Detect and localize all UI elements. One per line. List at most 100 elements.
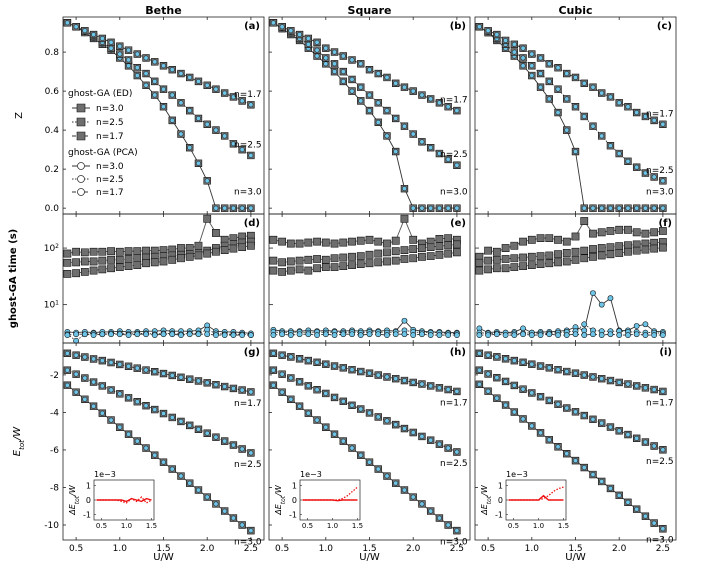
ed-point [168,255,177,264]
ed-point [510,263,519,272]
pca-point [581,205,587,211]
y-tick-label: 0.8 [45,48,60,58]
pca-point [73,371,79,377]
pca-point [573,370,578,376]
ed-point [400,246,409,255]
series-line [479,220,663,258]
pca-point [633,331,640,338]
series-line [67,241,251,264]
pca-point [178,332,184,338]
pca-point [392,331,399,338]
pca-point [625,432,631,438]
pca-point [564,451,570,457]
ed-point [313,255,321,263]
pca-point [349,88,355,94]
ed-point [501,244,510,252]
panel-tag: (e) [450,218,466,229]
pca-point [573,75,578,80]
pca-point [445,104,451,110]
inset-y-tick-label: -1 [83,510,91,519]
ed-point [374,249,383,258]
ed-point [650,228,659,237]
inset: 1e−3 -1 0 1 0.5 1.0 1.5 ΔEtot/W [68,470,157,530]
pca-point [169,415,175,420]
pca-point [616,332,623,338]
inset-x-tick-label: 1.0 [327,522,338,530]
pca-point [161,411,166,416]
ed-point [435,242,444,251]
pca-point [454,388,460,394]
panel-b: (b) n=3.0 n=2.5 n=1.7 [268,16,471,215]
x-tick-label: 1.0 [319,544,334,554]
pca-point [476,24,482,30]
y-tick-label: -10 [44,521,59,531]
pca-point [520,55,526,61]
pca-point [660,121,666,127]
curve-label-n25: n=2.5 [234,140,262,150]
pca-point [305,331,312,338]
pca-point [358,452,364,458]
ed-point [115,255,124,264]
ed-point [658,227,667,235]
pca-point [73,337,80,344]
pca-point [375,71,381,77]
pca-point [401,331,408,338]
ed-point [339,262,348,271]
pca-point [651,520,657,526]
pca-point [247,332,254,338]
legend-pca-marker [77,162,85,170]
pca-point [134,438,140,444]
curve-label-n17: n=1.7 [440,96,468,106]
series-line [67,22,252,106]
pca-point [204,494,210,500]
pca-point [428,383,434,389]
pca-point [659,332,666,338]
pca-point [419,92,425,98]
pca-point [520,331,526,338]
ed-point [615,225,624,234]
series-line [479,333,663,336]
legend: ghost-GA (ED) n=3.0 n=2.5 n=1.7 ghost-GA (PC… [68,89,138,198]
pca-point [419,501,425,507]
pca-point [375,466,381,472]
pca-point [90,332,97,338]
pca-point [340,78,346,84]
ed-point [321,255,330,264]
pca-point [625,499,631,505]
ed-point [295,265,304,274]
pca-point [520,416,526,422]
ed-point [597,228,606,237]
x-tick-label: 2.0 [406,544,421,554]
pca-point [222,133,228,139]
pca-point [581,372,587,378]
series-line [273,369,458,453]
x-tick-label: 0.5 [69,544,83,554]
pca-point [64,350,70,356]
ed-point [545,259,554,268]
pca-point [375,331,382,338]
ed-point [562,249,571,257]
pca-point [64,20,70,26]
panel-tag: (d) [244,218,260,229]
pca-point [230,442,236,448]
pca-point [634,164,640,170]
pca-point [651,332,658,338]
pca-point [349,57,355,63]
ed-point [391,236,400,245]
ed-point [492,255,501,264]
pca-point [445,522,451,528]
pca-point [520,63,526,69]
pca-point [476,381,482,387]
pca-point [143,71,149,77]
pca-point [230,332,237,338]
pca-point [314,53,320,59]
pca-point [305,41,311,47]
pca-point [73,352,79,358]
ed-point [63,269,72,278]
curve-label-n30: n=3.0 [234,538,262,548]
pca-point [143,55,149,61]
pca-point [178,131,184,137]
legend-pca-entry: n=3.0 [96,162,124,172]
pca-point [642,170,648,176]
pca-point [502,332,509,338]
